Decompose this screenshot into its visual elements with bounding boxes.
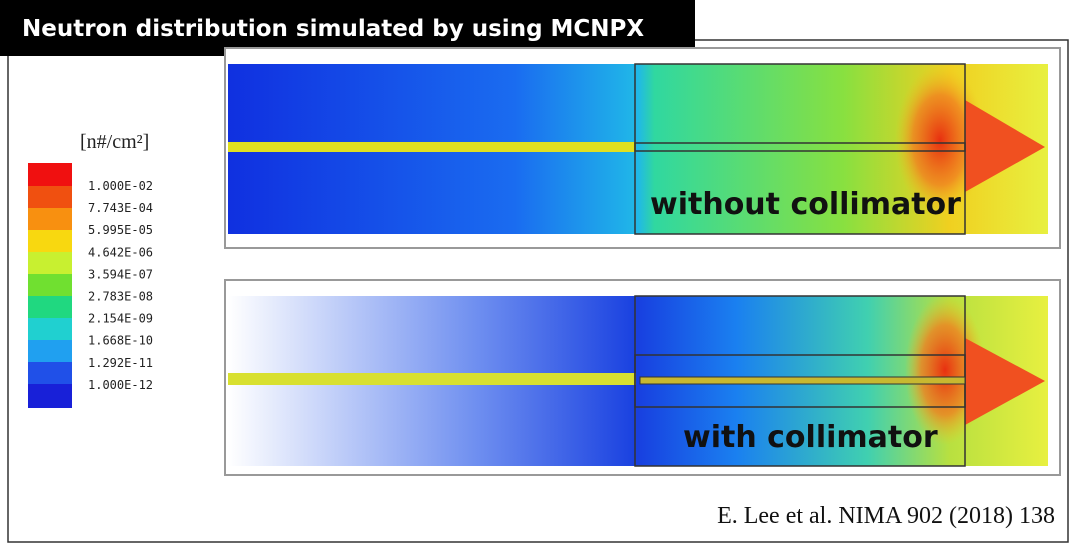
panel-label: without collimator — [650, 187, 961, 222]
panel-label: with collimator — [683, 420, 938, 455]
legend-label: 2.783E-08 — [88, 290, 153, 304]
legend-label: 1.000E-12 — [88, 378, 153, 392]
legend-unit: [n#/cm²] — [80, 131, 149, 153]
citation: E. Lee et al. NIMA 902 (2018) 138 — [717, 503, 1055, 529]
legend-label: 2.154E-09 — [88, 312, 153, 326]
legend-label: 5.995E-05 — [88, 223, 153, 237]
legend-label: 7.743E-04 — [88, 201, 153, 215]
title: Neutron distribution simulated by using … — [22, 16, 644, 42]
title-bar — [0, 0, 695, 56]
color-scale — [28, 163, 72, 408]
legend-label: 1.000E-02 — [88, 179, 153, 193]
panel-top: without collimator — [224, 47, 1061, 249]
panel-bottom: with collimator — [224, 279, 1061, 476]
legend-label: 1.668E-10 — [88, 334, 153, 348]
legend-label: 3.594E-07 — [88, 267, 153, 281]
legend-label: 1.292E-11 — [88, 356, 153, 370]
legend-label: 4.642E-06 — [88, 245, 153, 259]
